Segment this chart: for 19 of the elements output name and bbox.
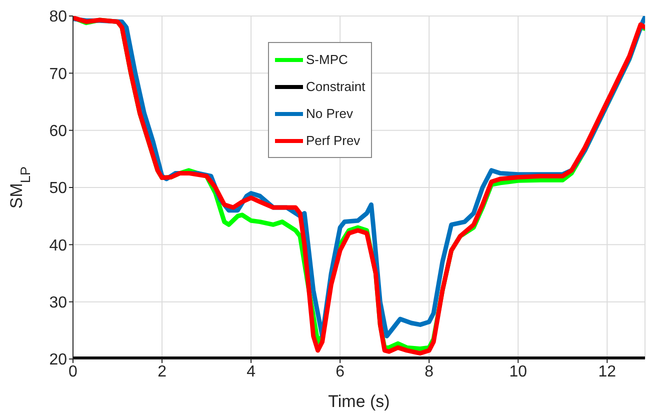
y-tick-label: 30 <box>49 294 68 312</box>
x-tick-label: 4 <box>246 363 256 380</box>
legend-label: Perf Prev <box>306 133 360 148</box>
x-axis-title: Time (s) <box>328 392 390 411</box>
y-tick-label: 40 <box>49 237 68 254</box>
y-tick-label: 60 <box>49 123 68 140</box>
x-tick-label: 8 <box>424 363 434 380</box>
y-tick-label: 20 <box>49 352 68 369</box>
x-tick-label: 12 <box>598 363 616 380</box>
y-tick-label: 50 <box>49 180 68 198</box>
x-tick-label: 6 <box>336 363 345 380</box>
legend-label: S-MPC <box>306 52 348 67</box>
x-tick-label: 0 <box>68 363 78 380</box>
y-tick-label: 70 <box>49 66 68 83</box>
legend-label: No Prev <box>306 106 353 121</box>
legend-label: Constraint <box>306 79 366 94</box>
x-tick-label: 2 <box>158 363 167 380</box>
y-tick-label: 80 <box>49 8 68 26</box>
x-tick-label: 10 <box>509 363 528 380</box>
